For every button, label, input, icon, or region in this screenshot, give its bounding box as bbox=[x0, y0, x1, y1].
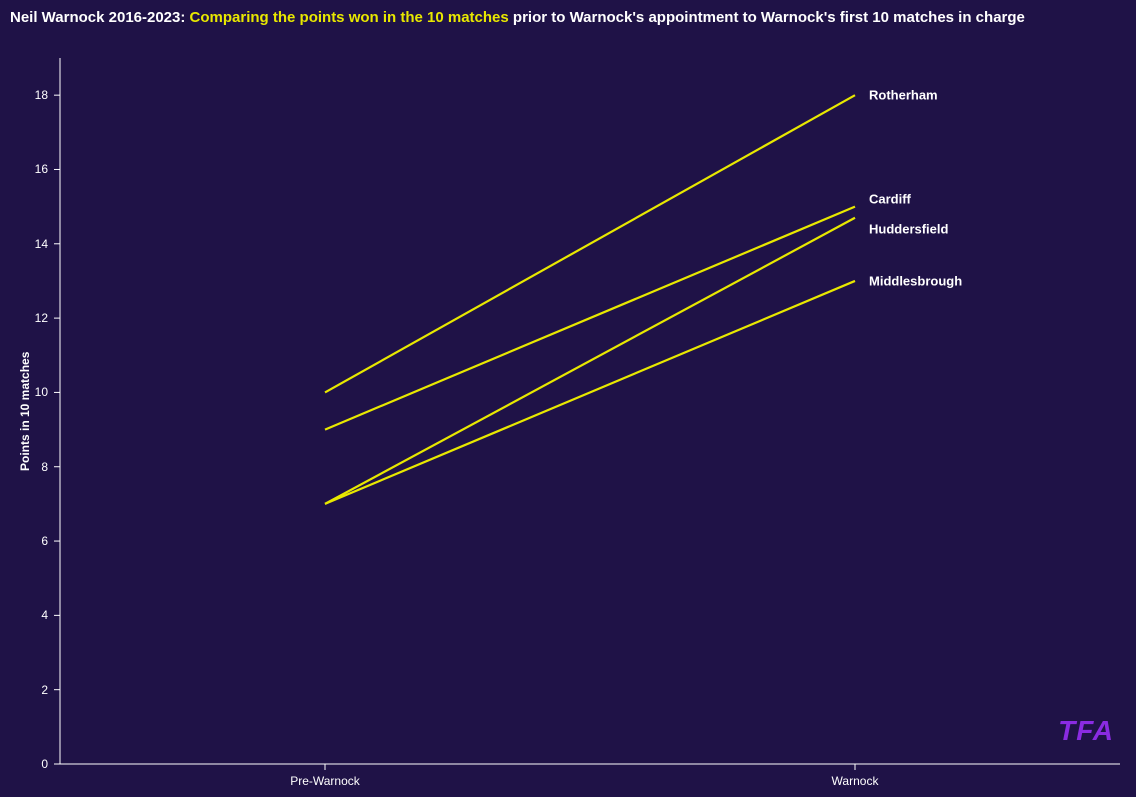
y-tick-label: 14 bbox=[0, 237, 48, 251]
x-tick-label: Warnock bbox=[832, 774, 879, 788]
y-tick-label: 4 bbox=[0, 608, 48, 622]
plot-svg bbox=[0, 0, 1136, 797]
y-axis-label: Points in 10 matches bbox=[18, 352, 32, 471]
y-tick-label: 0 bbox=[0, 757, 48, 771]
series-label: Huddersfield bbox=[869, 221, 948, 236]
series-label: Cardiff bbox=[869, 192, 911, 207]
series-line bbox=[325, 95, 855, 392]
y-tick-label: 18 bbox=[0, 88, 48, 102]
series-label: Middlesbrough bbox=[869, 273, 962, 288]
y-tick-label: 16 bbox=[0, 162, 48, 176]
series-label: Rotherham bbox=[869, 88, 938, 103]
y-tick-label: 6 bbox=[0, 534, 48, 548]
series-line bbox=[325, 207, 855, 430]
y-tick-label: 12 bbox=[0, 311, 48, 325]
x-tick-label: Pre-Warnock bbox=[290, 774, 360, 788]
y-tick-label: 2 bbox=[0, 683, 48, 697]
series-line bbox=[325, 281, 855, 504]
chart-container: Neil Warnock 2016-2023: Comparing the po… bbox=[0, 0, 1136, 797]
series-line bbox=[325, 218, 855, 504]
